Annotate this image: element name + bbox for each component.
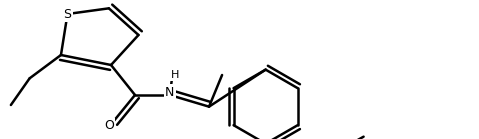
Text: H: H (171, 70, 179, 80)
Text: S: S (64, 8, 71, 20)
Text: O: O (104, 119, 114, 132)
Text: N: N (165, 85, 174, 99)
